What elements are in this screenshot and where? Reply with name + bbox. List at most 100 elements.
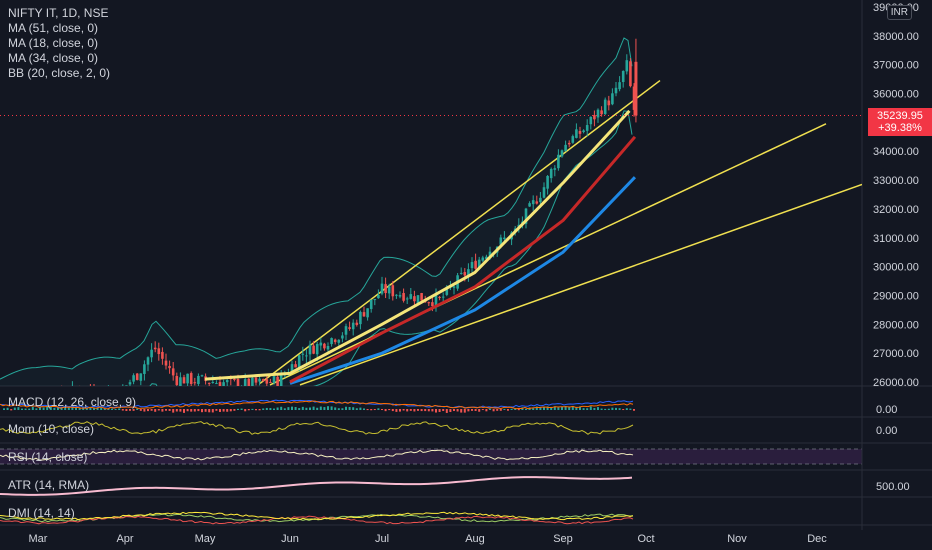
macd-histogram-bar (406, 409, 409, 412)
candle-body (600, 110, 603, 115)
macd-histogram-bar (323, 407, 326, 410)
macd-histogram-bar (197, 409, 200, 412)
candle-body (139, 373, 143, 381)
dmi-pane-label: DMI (14, 14) (8, 506, 75, 520)
candle-body (186, 373, 189, 384)
candle-body (333, 339, 337, 343)
macd-histogram-bar (327, 406, 329, 410)
macd-histogram-bar (172, 409, 175, 413)
trendline-mid (269, 123, 827, 386)
macd-histogram-bar (352, 407, 355, 410)
macd-histogram-bar (103, 408, 106, 410)
macd-histogram-bar (615, 407, 617, 410)
candle-body (135, 373, 139, 380)
candle-body (481, 257, 485, 261)
candle-body (326, 345, 330, 350)
macd-histogram-bar (553, 406, 556, 410)
candle-body (197, 375, 200, 384)
candle-body (225, 380, 229, 383)
candle-body (546, 175, 549, 189)
candle-body (578, 131, 582, 134)
macd-histogram-bar (427, 409, 430, 412)
candle-body (146, 357, 150, 365)
candle-body (211, 382, 215, 384)
macd-histogram-bar (492, 409, 495, 412)
candle-body (585, 125, 589, 131)
currency-button[interactable]: INR (886, 5, 912, 20)
candle-body (243, 379, 247, 386)
macd-histogram-bar (193, 409, 196, 412)
macd-histogram-bar (611, 407, 614, 410)
macd-histogram-bar (409, 409, 412, 411)
candle-body (409, 294, 413, 299)
macd-histogram-bar (21, 408, 23, 410)
macd-histogram-bar (604, 408, 607, 410)
macd-histogram-bar (132, 409, 135, 411)
candle-body (341, 335, 344, 339)
candle-body (582, 130, 585, 133)
macd-histogram-bar (75, 407, 77, 410)
candle-body (474, 260, 477, 269)
candle-body (485, 256, 488, 259)
macd-histogram-bar (345, 406, 347, 410)
macd-histogram-bar (219, 409, 221, 412)
candle-body (384, 284, 387, 294)
macd-histogram-bar (402, 409, 405, 411)
macd-histogram-bar (269, 408, 272, 410)
candle-body (420, 293, 423, 301)
candle-body (553, 168, 557, 170)
candle-body (351, 322, 355, 330)
macd-histogram-bar (114, 408, 117, 410)
candle-body (625, 60, 629, 72)
indicator-tick-label: 0.00 (876, 404, 897, 416)
candle-body (531, 200, 535, 205)
macd-histogram-bar (28, 408, 31, 410)
x-tick-label: Apr (116, 533, 133, 545)
macd-histogram-bar (355, 408, 358, 410)
macd-histogram-bar (539, 407, 542, 410)
macd-histogram-bar (6, 407, 9, 410)
y-tick-label: 34000.00 (873, 146, 919, 158)
macd-histogram-bar (431, 409, 434, 412)
macd-histogram-bar (161, 409, 164, 412)
macd-histogram-bar (121, 409, 124, 411)
macd-histogram-bar (622, 409, 625, 411)
candle-body (567, 142, 571, 145)
last-price-change: +39.38% (878, 122, 922, 134)
macd-histogram-bar (150, 409, 153, 411)
macd-histogram-bar (391, 409, 394, 412)
candle-body (168, 365, 171, 369)
macd-histogram-bar (118, 408, 121, 410)
macd-histogram-bar (283, 408, 286, 410)
macd-histogram-bar (190, 409, 193, 412)
trendline-shallow (299, 183, 862, 386)
indicator-tick-label: 0.00 (876, 425, 897, 437)
x-tick-label: May (195, 533, 216, 545)
macd-histogram-bar (64, 406, 67, 410)
macd-pane-label: MACD (12, 26, close, 9) (8, 395, 137, 409)
x-tick-label: Aug (465, 533, 485, 545)
candle-body (200, 375, 204, 377)
macd-histogram-bar (485, 409, 488, 412)
macd-histogram-bar (471, 409, 473, 411)
candle-body (632, 86, 636, 110)
candle-body (222, 382, 225, 386)
macd-histogram-bar (226, 409, 229, 412)
candle-body (603, 99, 607, 114)
macd-histogram-bar (3, 408, 5, 410)
candle-body (258, 378, 261, 382)
candle-body (402, 293, 405, 301)
candle-body (236, 378, 240, 386)
candle-body (279, 373, 283, 386)
candle-body (431, 302, 434, 307)
candle-body (405, 298, 409, 300)
macd-histogram-bar (593, 408, 596, 410)
macd-histogram-bar (543, 406, 545, 410)
candle-body (593, 115, 596, 120)
macd-histogram-bar (53, 407, 56, 410)
ma51-line (289, 176, 637, 385)
macd-histogram-bar (301, 406, 304, 410)
macd-histogram-bar (377, 408, 380, 410)
macd-histogram-bar (535, 406, 538, 410)
